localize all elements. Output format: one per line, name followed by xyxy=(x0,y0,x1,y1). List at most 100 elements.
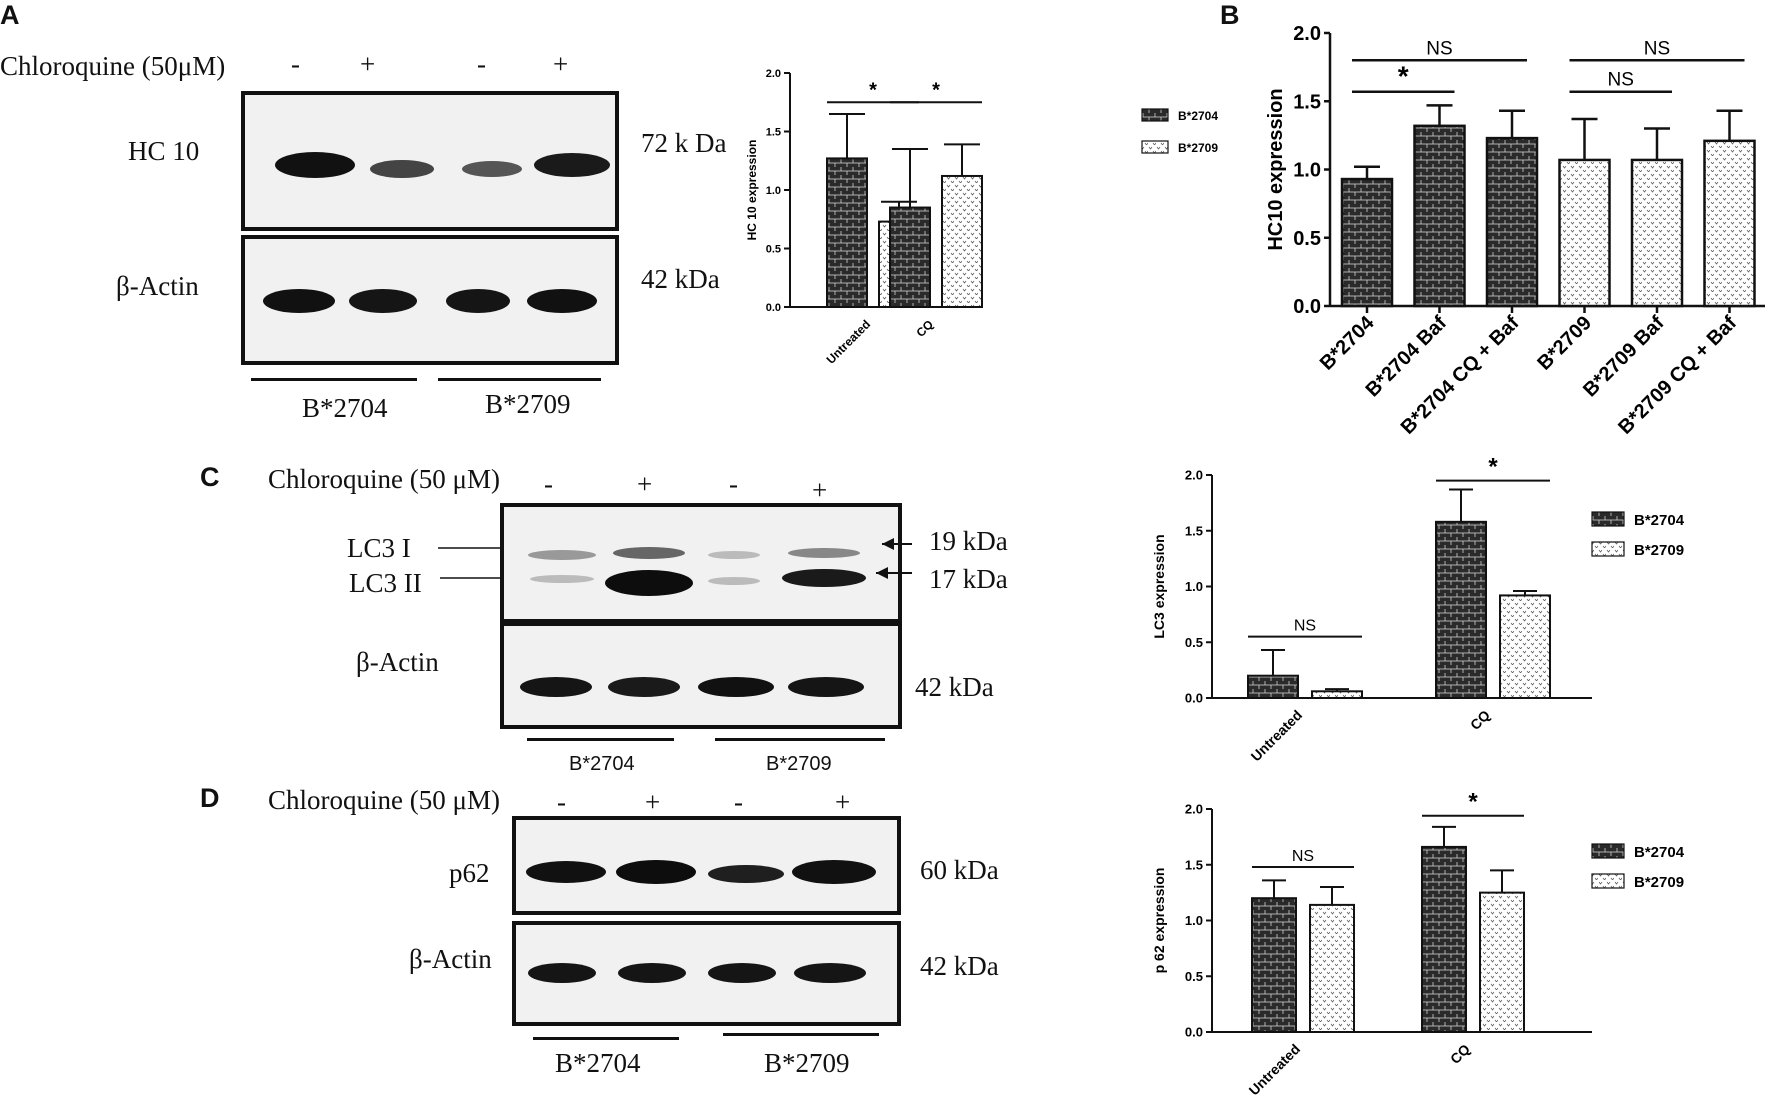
actin-blot-d xyxy=(512,921,901,1026)
panel-d-treatment-label: Chloroquine (50 μM) xyxy=(268,785,500,815)
group-a1-label: B*2704 xyxy=(302,393,388,423)
y-tick-label: 1.0 xyxy=(1185,579,1203,594)
legend-entry: B*2709 xyxy=(1178,141,1218,155)
group-underline-a2 xyxy=(438,378,601,381)
y-tick-label: 1.5 xyxy=(1185,857,1203,872)
y-axis-label: HC10 expression xyxy=(1265,88,1287,250)
legend-entry: B*2709 xyxy=(1634,542,1684,559)
significance-label: NS xyxy=(1292,848,1314,865)
panel-c-treatment-label: Chloroquine (50 μM) xyxy=(268,464,500,494)
y-tick-label: 2.0 xyxy=(1185,802,1203,817)
y-tick-label: 1.0 xyxy=(766,185,781,197)
legend-a: B*2704 B*2709 xyxy=(1141,108,1218,155)
bar xyxy=(1558,158,1611,308)
group-c1-label: B*2704 xyxy=(569,753,635,775)
group-d1-label: B*2704 xyxy=(555,1048,641,1078)
y-tick-label: 0.5 xyxy=(1293,228,1321,250)
group-underline-c2 xyxy=(715,738,885,741)
lane-sign-c1: - xyxy=(544,469,553,499)
y-tick-label: 2.0 xyxy=(766,68,781,80)
bar xyxy=(1479,891,1525,1033)
lc3-ii-label: LC3 II xyxy=(349,568,422,598)
bar xyxy=(1485,136,1539,308)
legend-d: B*2704 B*2709 xyxy=(1591,843,1685,891)
group-underline-c1 xyxy=(527,738,674,741)
lane-sign-a1: - xyxy=(291,49,300,79)
lane-sign-d2: + xyxy=(645,787,661,817)
bar xyxy=(1630,158,1684,308)
group-d2-label: B*2709 xyxy=(764,1048,850,1078)
lane-sign-c4: + xyxy=(812,475,828,505)
bar xyxy=(1435,520,1487,699)
actin-c-label: β-Actin xyxy=(356,647,439,677)
lane-sign-d1: - xyxy=(557,787,566,817)
bar xyxy=(1340,177,1394,308)
actin-d-label: β-Actin xyxy=(409,944,492,974)
y-tick-label: 0.5 xyxy=(766,243,781,255)
chart-d: 0.0 0.5 1.0 1.5 2.0 p 62 expression Untreated N… xyxy=(1151,789,1592,1099)
lane-sign-d4: + xyxy=(835,787,851,817)
lane-sign-c3: - xyxy=(729,469,738,499)
significance-label: * xyxy=(869,79,877,101)
legend-swatch xyxy=(1141,108,1169,122)
y-axis-label: LC3 expression xyxy=(1151,534,1167,638)
legend-swatch xyxy=(1141,140,1169,154)
lane-sign-d3: - xyxy=(734,787,743,817)
legend-entry: B*2704 xyxy=(1634,844,1685,861)
panel-a-letter: A xyxy=(0,0,20,30)
lane-sign-a4: + xyxy=(553,49,569,79)
legend-entry: B*2704 xyxy=(1178,109,1218,123)
significance-label: * xyxy=(932,79,940,101)
actin-c-mw: 42 kDa xyxy=(915,672,994,702)
hc10-blot xyxy=(241,91,619,231)
significance-label: * xyxy=(1398,61,1409,92)
p62-blot xyxy=(512,816,901,915)
lane-sign-a2: + xyxy=(360,49,376,79)
x-category-label: CQ xyxy=(1467,707,1493,733)
legend-swatch xyxy=(1591,541,1625,557)
hc10-mw-label: 72 k Da xyxy=(641,128,727,158)
y-tick-label: 1.0 xyxy=(1185,913,1203,928)
y-tick-label: 0.0 xyxy=(1185,1025,1203,1040)
x-category-label: Untreated xyxy=(1246,1041,1304,1099)
significance-label: NS xyxy=(1294,618,1316,635)
bar xyxy=(1309,903,1355,1033)
actin-bands-d xyxy=(528,963,866,983)
y-tick-label: 2.0 xyxy=(1185,468,1203,483)
legend-c: B*2704 B*2709 xyxy=(1591,511,1685,559)
y-tick-label: 1.5 xyxy=(766,126,781,138)
bar xyxy=(1421,845,1467,1033)
y-axis-label: HC 10 expression xyxy=(745,140,759,241)
panel-b-letter: B xyxy=(1220,0,1240,30)
group-a2-label: B*2709 xyxy=(485,389,571,419)
lc3-i-mw: 19 kDa xyxy=(929,526,1008,556)
bar xyxy=(1311,690,1363,699)
chart-a: 0.00.51.01.52.0HC 10 expressionUntreated… xyxy=(745,68,983,367)
y-tick-label: 1.5 xyxy=(1293,91,1321,113)
bar xyxy=(1247,674,1299,699)
significance-label: NS xyxy=(1644,38,1670,59)
legend-swatch xyxy=(1591,511,1625,527)
y-tick-label: 0.5 xyxy=(1185,969,1203,984)
bar xyxy=(889,206,931,308)
y-tick-label: 1.0 xyxy=(1293,160,1321,182)
x-category-label: Untreated xyxy=(1248,707,1306,765)
y-axis-label: p 62 expression xyxy=(1151,868,1167,974)
significance-label: * xyxy=(1468,789,1478,816)
panel-c-letter: C xyxy=(200,462,220,492)
y-tick-label: 2.0 xyxy=(1293,23,1321,45)
p62-bands xyxy=(526,860,876,884)
actin-blot-c xyxy=(500,622,902,729)
bar xyxy=(1251,897,1297,1033)
legend-swatch xyxy=(1591,873,1625,889)
y-tick-label: 0.5 xyxy=(1185,635,1203,650)
lane-sign-c2: + xyxy=(637,469,653,499)
chart-c: 0.0 0.5 1.0 1.5 2.0 LC3 expression Untreated NS… xyxy=(1151,454,1592,765)
p62-mw: 60 kDa xyxy=(920,855,999,885)
y-tick-label: 0.0 xyxy=(1293,296,1321,318)
lc3-blot xyxy=(500,503,902,623)
significance-label: * xyxy=(1488,454,1498,481)
y-tick-label: 0.0 xyxy=(1185,691,1203,706)
